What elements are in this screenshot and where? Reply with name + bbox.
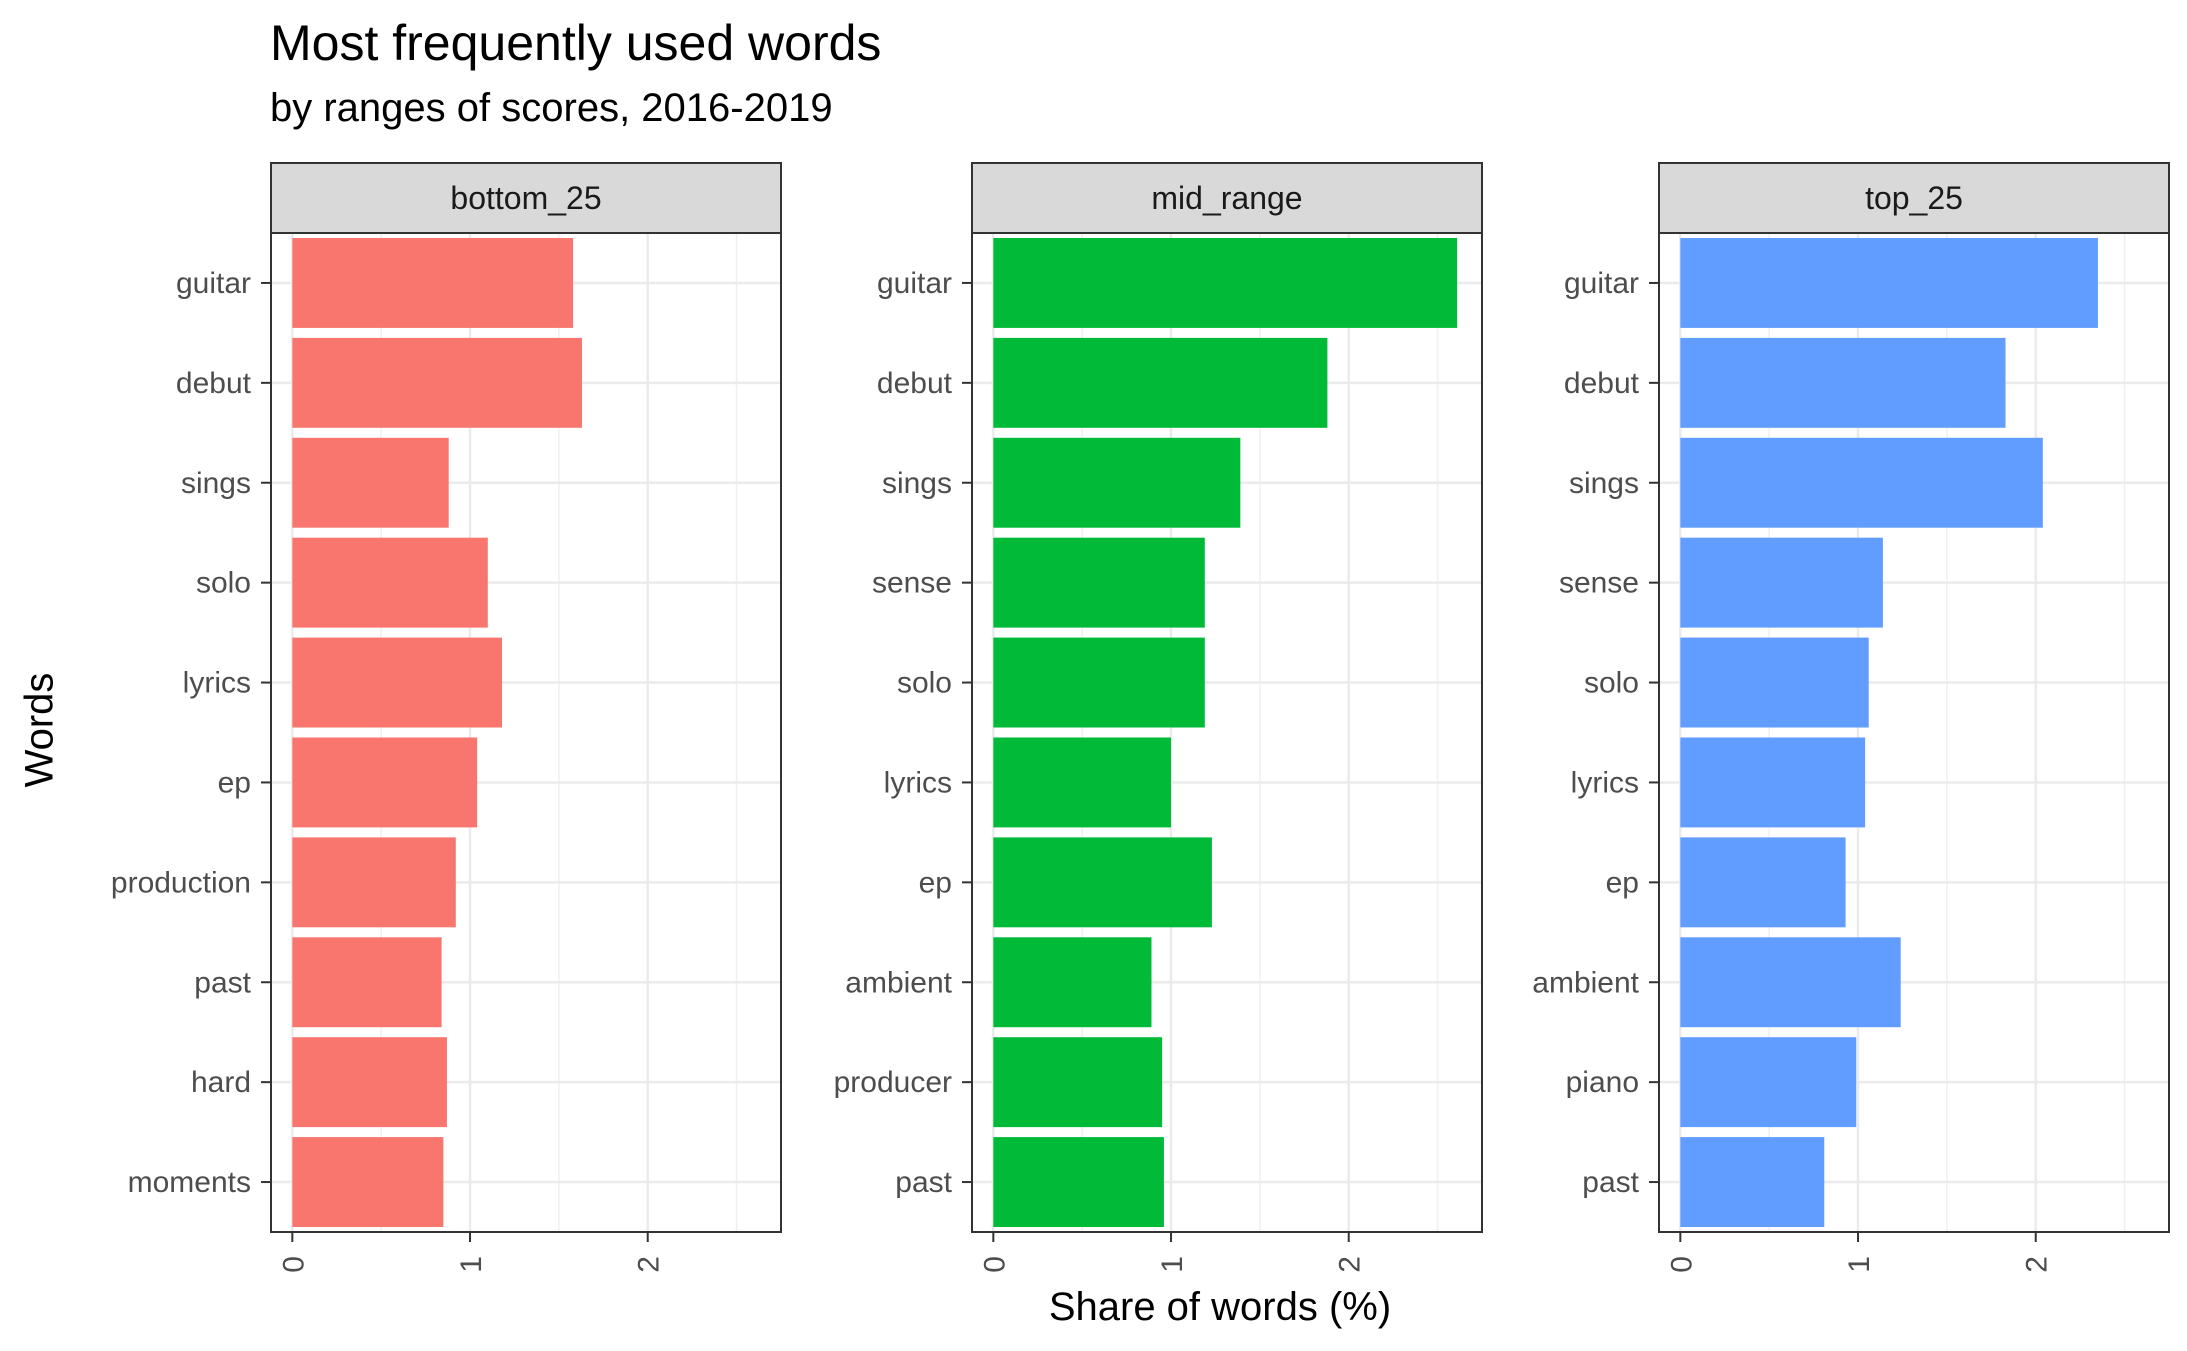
- chart-subtitle: by ranges of scores, 2016-2019: [270, 86, 833, 130]
- category-label: past: [194, 966, 251, 999]
- bar-top_25-solo: [1680, 637, 1869, 728]
- category-label: sense: [872, 567, 952, 600]
- bar-mid_range-guitar: [993, 237, 1458, 328]
- chart-title: Most frequently used words: [270, 15, 882, 71]
- category-label: lyrics: [1571, 766, 1639, 799]
- bar-mid_range-debut: [993, 337, 1328, 428]
- category-label: solo: [897, 667, 952, 700]
- bar-bottom_25-production: [292, 837, 456, 928]
- facet-label: bottom_25: [450, 180, 601, 216]
- category-label: solo: [196, 567, 251, 600]
- facet-strip: [1658, 162, 2170, 234]
- x-tick-label: 2: [633, 1256, 666, 1273]
- bar-top_25-past: [1680, 1137, 1825, 1228]
- category-label: guitar: [176, 267, 251, 300]
- category-label: sense: [1559, 567, 1639, 600]
- bar-top_25-debut: [1680, 337, 2006, 428]
- category-label: guitar: [877, 267, 952, 300]
- facet-label: mid_range: [1151, 180, 1302, 216]
- category-label: ep: [218, 766, 251, 799]
- category-label: past: [895, 1166, 952, 1199]
- bar-top_25-guitar: [1680, 237, 2098, 328]
- category-label: ep: [919, 866, 952, 899]
- bar-mid_range-solo: [993, 637, 1205, 728]
- facet-label: top_25: [1865, 180, 1963, 216]
- bar-mid_range-ambient: [993, 937, 1152, 1028]
- category-label: sings: [882, 467, 952, 500]
- category-label: piano: [1566, 1066, 1639, 1099]
- bar-top_25-sense: [1680, 537, 1883, 628]
- facet-strip: [971, 162, 1483, 234]
- bar-mid_range-producer: [993, 1037, 1163, 1128]
- category-label: hard: [191, 1066, 251, 1099]
- bar-mid_range-sings: [993, 437, 1241, 528]
- x-tick-label: 0: [1665, 1256, 1698, 1273]
- bar-mid_range-past: [993, 1137, 1164, 1228]
- x-axis-label: Share of words (%): [1048, 1285, 1392, 1329]
- bar-bottom_25-hard: [292, 1037, 447, 1128]
- bar-bottom_25-guitar: [292, 237, 574, 328]
- category-label: sings: [1569, 467, 1639, 500]
- facet-strip: [270, 162, 782, 234]
- category-label: guitar: [1564, 267, 1639, 300]
- bar-mid_range-sense: [993, 537, 1205, 628]
- x-tick-label: 1: [455, 1256, 488, 1273]
- x-tick-label: 0: [277, 1256, 310, 1273]
- panel-border: [1658, 232, 2170, 1233]
- bar-top_25-lyrics: [1680, 737, 1866, 828]
- bar-bottom_25-solo: [292, 537, 488, 628]
- panel-border: [270, 232, 782, 1233]
- bar-top_25-piano: [1680, 1037, 1857, 1128]
- bar-top_25-sings: [1680, 437, 2043, 528]
- x-tick-label: 1: [1843, 1256, 1876, 1273]
- bar-bottom_25-sings: [292, 437, 449, 528]
- category-label: lyrics: [884, 766, 952, 799]
- x-tick-label: 2: [1334, 1256, 1367, 1273]
- category-label: lyrics: [183, 667, 251, 700]
- bar-top_25-ep: [1680, 837, 1846, 928]
- category-label: production: [111, 866, 251, 899]
- category-label: ambient: [845, 966, 952, 999]
- bar-mid_range-ep: [993, 837, 1212, 928]
- panel-border: [971, 232, 1483, 1233]
- x-tick-label: 2: [2021, 1256, 2054, 1273]
- category-label: debut: [1564, 367, 1640, 400]
- x-tick-label: 0: [978, 1256, 1011, 1273]
- category-label: debut: [877, 367, 953, 400]
- bar-mid_range-lyrics: [993, 737, 1172, 828]
- bar-bottom_25-moments: [292, 1137, 444, 1228]
- category-label: moments: [128, 1166, 251, 1199]
- category-label: solo: [1584, 667, 1639, 700]
- category-label: past: [1582, 1166, 1639, 1199]
- bar-bottom_25-ep: [292, 737, 478, 828]
- category-label: debut: [176, 367, 252, 400]
- bar-bottom_25-debut: [292, 337, 582, 428]
- category-label: producer: [834, 1066, 952, 1099]
- category-label: sings: [181, 467, 251, 500]
- category-label: ep: [1606, 866, 1639, 899]
- bar-top_25-ambient: [1680, 937, 1901, 1028]
- bar-bottom_25-past: [292, 937, 442, 1028]
- x-tick-label: 1: [1156, 1256, 1189, 1273]
- category-label: ambient: [1532, 966, 1639, 999]
- bar-bottom_25-lyrics: [292, 637, 503, 728]
